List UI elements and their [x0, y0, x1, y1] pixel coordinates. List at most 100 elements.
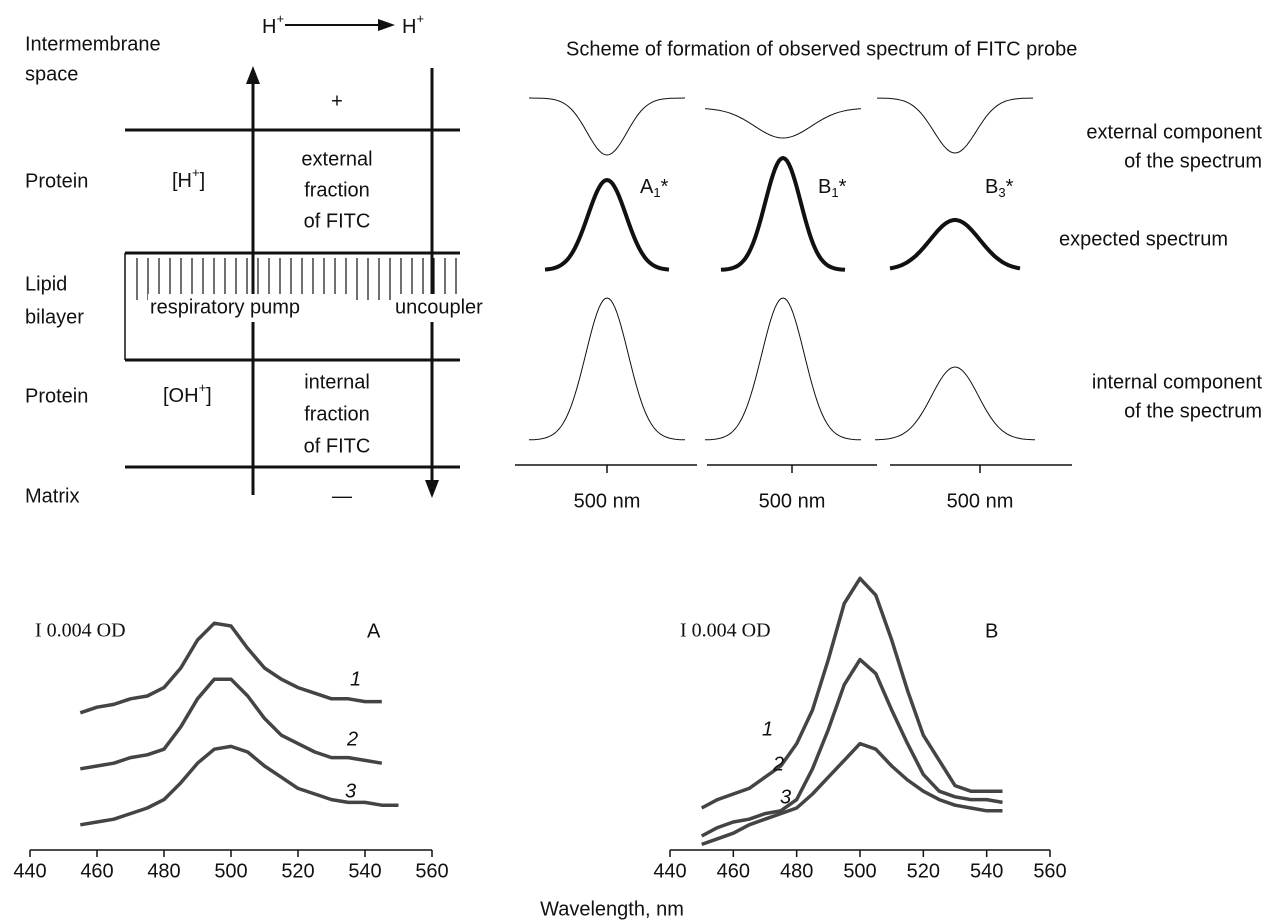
region-label: bilayer: [25, 306, 84, 328]
row-label: expected spectrum: [1059, 228, 1228, 250]
uncoupler-label: uncoupler: [395, 296, 483, 318]
bracket: [H: [172, 170, 192, 192]
arrow-head: [425, 480, 439, 498]
sign: +: [331, 90, 343, 112]
row-label: of the spectrum: [1124, 400, 1262, 422]
scale-label: I 0.004 OD: [35, 620, 126, 642]
scheme-title: Scheme of formation of observed spectrum…: [566, 38, 1077, 60]
peak-label: A1*: [640, 176, 669, 200]
axis-label: 500 nm: [947, 490, 1014, 512]
scheme-curves: [515, 97, 1072, 473]
arrow-head: [246, 66, 260, 84]
x-tick-label: 460: [717, 860, 750, 882]
series-label: 1: [762, 718, 773, 740]
x-tick-label: 440: [13, 860, 46, 882]
region-label: space: [25, 63, 78, 85]
label-bg: [393, 294, 503, 322]
row-label: internal component: [1092, 371, 1263, 393]
letter: B: [818, 176, 831, 198]
bracket: ]: [200, 170, 206, 192]
scheme-spectrum: [544, 177, 670, 272]
x-tick-label: 500: [214, 860, 247, 882]
chart-title: B: [985, 620, 998, 642]
letter: A: [640, 176, 654, 198]
scheme-lines: [124, 24, 460, 495]
fraction-label: of FITC: [304, 435, 371, 457]
scheme-spectrum: [877, 97, 1033, 154]
row-label: external component: [1086, 121, 1262, 143]
x-tick-label: 560: [415, 860, 448, 882]
symbol: H: [402, 16, 416, 38]
region-label: Protein: [25, 385, 88, 407]
region-label: Matrix: [25, 485, 79, 507]
fraction-label: external: [301, 148, 372, 170]
charge: +: [199, 380, 207, 395]
fraction-label: fraction: [304, 403, 370, 425]
scale-label: I 0.004 OD: [680, 620, 771, 642]
spectrum-line: [80, 677, 383, 771]
row-label: of the spectrum: [1124, 150, 1262, 172]
sign: —: [332, 485, 352, 507]
charge: +: [276, 11, 284, 26]
x-tick-label: 440: [653, 860, 686, 882]
x-tick-label: 520: [281, 860, 314, 882]
arrow-head: [378, 19, 395, 31]
bracket: ]: [206, 385, 212, 407]
charge: +: [416, 11, 424, 26]
chart-title: A: [367, 620, 381, 642]
series-label: 2: [772, 753, 784, 775]
scheme-spectrum: [889, 218, 1021, 271]
label-bg: [148, 294, 348, 322]
fraction-label: internal: [304, 371, 370, 393]
bracket: [OH: [163, 385, 199, 407]
region-label: Lipid: [25, 273, 67, 295]
spectrum-line: [700, 657, 1003, 838]
proton: H+: [262, 11, 284, 38]
subscript: 1: [831, 185, 838, 200]
x-tick-label: 540: [970, 860, 1003, 882]
scheme-spectrum: [529, 97, 685, 156]
series-label: 3: [345, 780, 356, 802]
subscript: 1: [653, 185, 660, 200]
x-tick-label: 480: [147, 860, 180, 882]
axis-label: 500 nm: [574, 490, 641, 512]
pump-label: respiratory pump: [150, 296, 300, 318]
fraction-label: of FITC: [304, 210, 371, 232]
series-label: 2: [346, 728, 358, 750]
subscript: 3: [998, 185, 1005, 200]
region-label: Intermembrane: [25, 33, 161, 55]
spectrum-line: [701, 741, 1003, 847]
spectrum-line: [700, 576, 1003, 810]
suffix: *: [839, 176, 847, 198]
series-label: 1: [350, 668, 361, 690]
x-tick-label: 460: [80, 860, 113, 882]
symbol: H: [262, 16, 276, 38]
scheme-spectrum: [705, 297, 861, 441]
letter: B: [985, 176, 998, 198]
scheme-spectrum: [720, 155, 846, 272]
concentration: [OH+]: [163, 380, 212, 407]
series-label: 3: [780, 786, 791, 808]
suffix: *: [661, 176, 669, 198]
axis-label: 500 nm: [759, 490, 826, 512]
scheme-spectrum: [874, 366, 1036, 441]
x-tick-label: 540: [348, 860, 381, 882]
x-axis-title: Wavelength, nm: [540, 898, 684, 920]
spectrum-line: [79, 621, 382, 715]
region-label: Protein: [25, 170, 88, 192]
x-tick-label: 520: [907, 860, 940, 882]
proton: H+: [402, 11, 424, 38]
charge: +: [192, 165, 200, 180]
fraction-label: fraction: [304, 179, 370, 201]
concentration: [H+]: [172, 165, 205, 192]
peak-label: B1*: [818, 176, 847, 200]
bilayer-hatch: [136, 258, 457, 300]
scheme-spectrum: [529, 297, 685, 441]
peak-label: B3*: [985, 176, 1014, 200]
suffix: *: [1006, 176, 1014, 198]
x-tick-label: 480: [780, 860, 813, 882]
spectrum-line: [80, 744, 399, 827]
x-tick-label: 560: [1033, 860, 1066, 882]
